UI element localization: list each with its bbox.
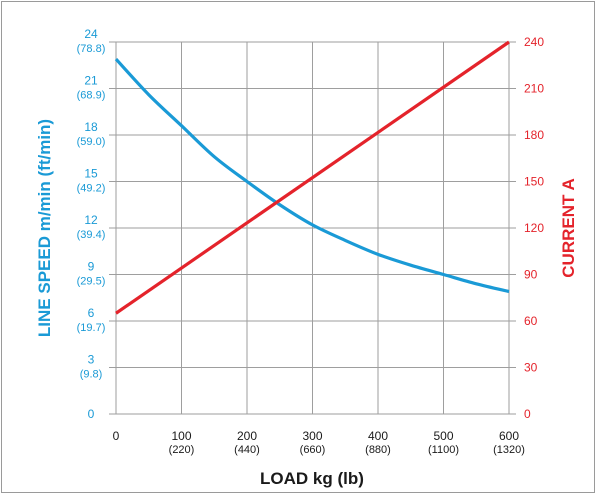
right-y-tick-label: 120 bbox=[524, 221, 544, 235]
x-axis-title: LOAD kg (lb) bbox=[260, 469, 364, 488]
x-tick-label: 200 bbox=[237, 429, 257, 443]
right-y-axis-title: CURRENT A bbox=[559, 178, 578, 277]
left-y-tick-label: 6 bbox=[88, 306, 95, 320]
left-y-tick-label: 3 bbox=[88, 353, 95, 367]
x-axis-ticks: 0 100(220) 200(440) 300(660) 400(880) 500(110… bbox=[113, 429, 525, 456]
x-tick-label: 0 bbox=[113, 429, 120, 443]
right-y-axis-ticks: 0 30 60 90 120 150 180 210 240 bbox=[509, 35, 544, 421]
right-y-tick-label: 60 bbox=[524, 314, 538, 328]
left-y-tick-label: 9 bbox=[88, 260, 95, 274]
left-y-tick-label: 21 bbox=[84, 74, 98, 88]
x-tick-label: 300 bbox=[302, 429, 322, 443]
line-speed-series-line bbox=[114, 57, 510, 294]
x-tick-label: 100 bbox=[171, 429, 191, 443]
left-y-tick-label: 12 bbox=[84, 213, 98, 227]
x-tick-sublabel: (1100) bbox=[428, 444, 459, 456]
x-tick-sublabel: (220) bbox=[169, 444, 195, 456]
left-y-tick-sublabel: (78.8) bbox=[77, 43, 106, 55]
series-group bbox=[114, 40, 510, 315]
left-y-tick-label: 0 bbox=[88, 407, 95, 421]
x-tick-sublabel: (1320) bbox=[493, 444, 525, 456]
x-tick-label: 600 bbox=[499, 429, 519, 443]
right-y-tick-label: 90 bbox=[524, 268, 538, 282]
right-y-tick-label: 210 bbox=[524, 82, 544, 96]
right-y-tick-label: 0 bbox=[524, 407, 531, 421]
left-y-tick-sublabel: (49.2) bbox=[77, 183, 106, 195]
right-y-tick-label: 150 bbox=[524, 175, 544, 189]
left-y-tick-label: 15 bbox=[84, 167, 98, 181]
x-tick-sublabel: (660) bbox=[300, 444, 326, 456]
right-y-tick-label: 180 bbox=[524, 128, 544, 142]
left-y-tick-sublabel: (39.4) bbox=[77, 229, 106, 241]
right-y-tick-label: 240 bbox=[524, 35, 544, 49]
left-y-tick-sublabel: (9.8) bbox=[80, 369, 103, 381]
left-y-tick-sublabel: (68.9) bbox=[77, 90, 106, 102]
left-y-axis-title: LINE SPEED m/min (ft/min) bbox=[35, 119, 54, 337]
current-series-line bbox=[115, 40, 510, 315]
x-tick-sublabel: (880) bbox=[365, 444, 391, 456]
grid-lines bbox=[115, 41, 510, 415]
left-y-tick-sublabel: (19.7) bbox=[77, 322, 106, 334]
right-y-tick-label: 30 bbox=[524, 361, 538, 375]
left-y-axis-ticks: 0 3 (9.8) 6 (19.7) 9 (29.5) 12 (39.4) 15 (49.2) 18 (… bbox=[77, 27, 116, 421]
left-y-tick-label: 24 bbox=[84, 27, 98, 41]
left-y-tick-label: 18 bbox=[84, 120, 98, 134]
x-tick-label: 400 bbox=[368, 429, 388, 443]
x-tick-label: 500 bbox=[433, 429, 453, 443]
left-y-tick-sublabel: (59.0) bbox=[77, 136, 106, 148]
left-y-tick-sublabel: (29.5) bbox=[77, 276, 106, 288]
x-tick-sublabel: (440) bbox=[234, 444, 260, 456]
